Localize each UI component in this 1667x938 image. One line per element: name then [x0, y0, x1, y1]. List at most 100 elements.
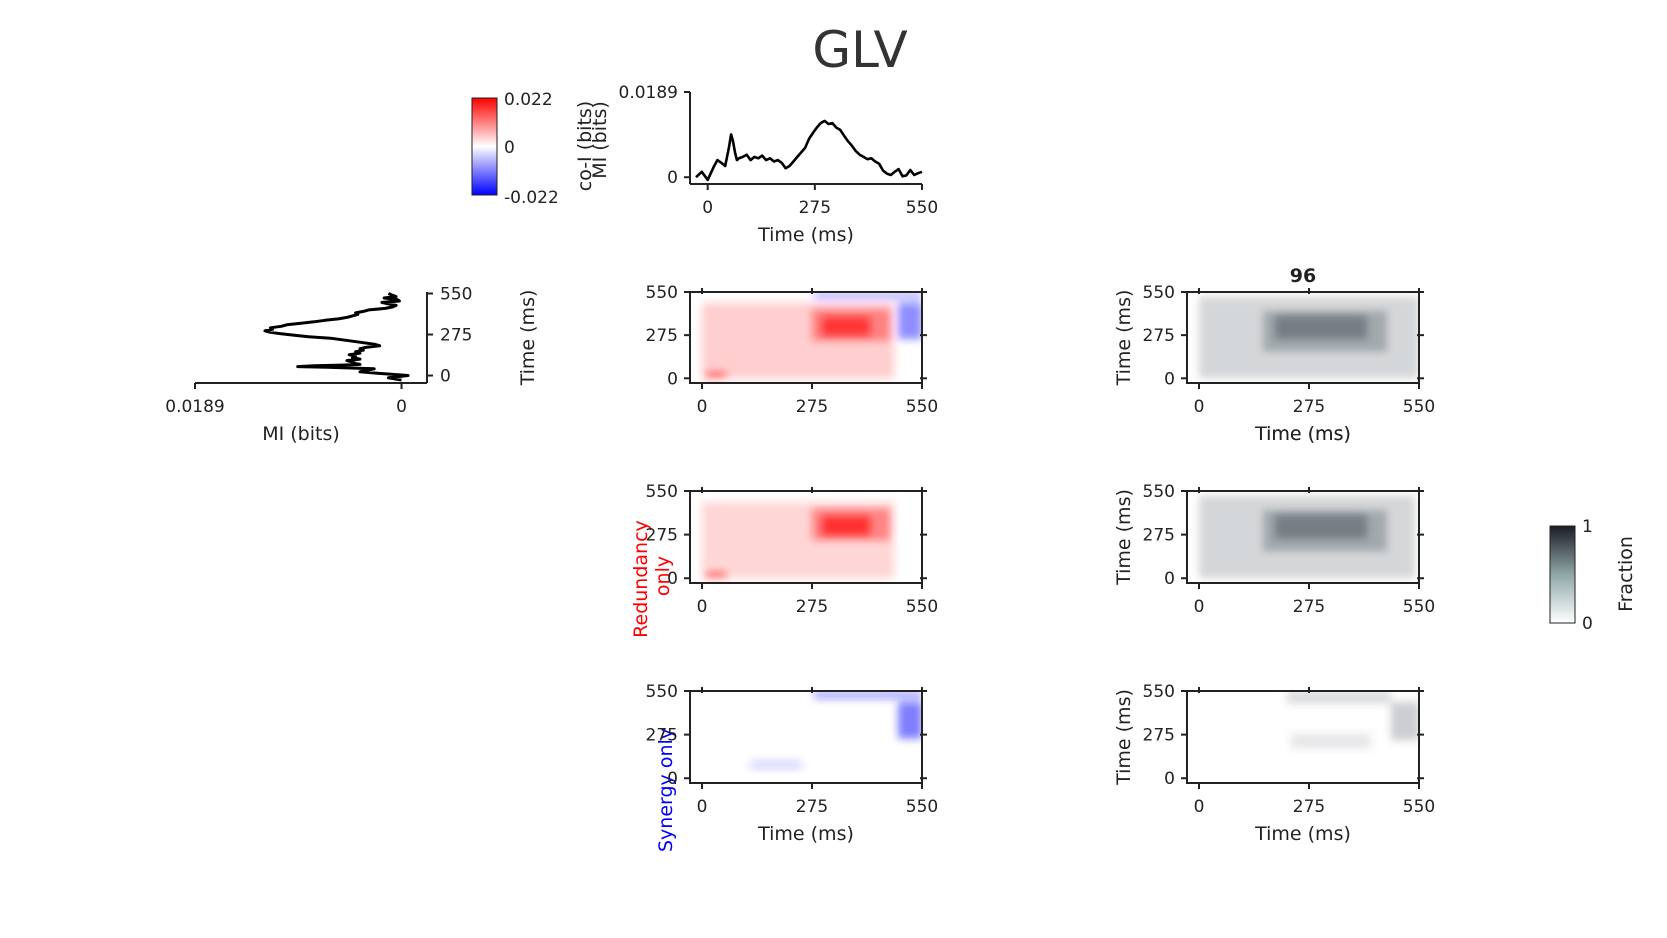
y-tick-label: 0 — [667, 369, 678, 389]
y-tick-label: 0 — [1164, 369, 1175, 389]
axes-frame — [689, 490, 923, 584]
x-axis-label: Time (ms) — [757, 224, 854, 246]
heatmap-region — [1391, 702, 1419, 741]
axes-coi-syn: 0 275 550 550 275 0 Time (ms) — [646, 682, 939, 845]
y-tick-label: 0 — [1164, 769, 1175, 789]
axes-frame — [689, 291, 923, 384]
y-tick-label: 0.0189 — [619, 83, 678, 103]
figure-title: GLV — [812, 21, 907, 79]
coi-colorbar-gradient — [471, 97, 498, 196]
axes-mi-top: 0 275 550 0.0189 0 Time (ms) MI (bits) — [589, 83, 938, 246]
y-tick-label: 0 — [667, 569, 678, 589]
x-tick-label: 0 — [1194, 397, 1205, 417]
axes-frame — [1186, 291, 1420, 384]
y-tick-label: 550 — [646, 682, 678, 702]
y-tick-label: 550 — [440, 284, 472, 304]
y-tick-label: 0 — [667, 769, 678, 789]
y-tick-label: 275 — [646, 526, 678, 546]
x-tick-label: 0 — [697, 397, 708, 417]
x-tick-label: 275 — [1293, 797, 1325, 817]
y-axis-label: Time (ms) — [1113, 290, 1135, 387]
x-tick-label: 550 — [906, 397, 938, 417]
x-tick-label: 275 — [1293, 597, 1325, 617]
y-axis-label: MI (bits) — [589, 101, 611, 179]
y-axis-label: Time (ms) — [1113, 689, 1135, 786]
fraction-colorbar: 1 0 Fraction — [1549, 517, 1637, 634]
x-tick-label: 550 — [1403, 797, 1435, 817]
x-axis-label: Time (ms) — [1254, 823, 1351, 845]
heatmap-cells — [750, 691, 922, 769]
axes-frac-syn: 0 275 550 550 275 0 Time (ms) Time (ms) — [1113, 682, 1435, 845]
heatmap-cells — [1199, 495, 1415, 579]
y-tick-label: 550 — [1143, 482, 1175, 502]
x-tick-label: 0.0189 — [165, 397, 224, 417]
x-tick-label: 0 — [697, 597, 708, 617]
y-tick-label: 275 — [646, 726, 678, 746]
x-tick-label: 550 — [906, 797, 938, 817]
axes-coi-full: 0 275 550 550 275 0 — [646, 283, 939, 417]
y-tick-label: 275 — [1143, 726, 1175, 746]
x-axis-label: Time (ms) — [1254, 423, 1351, 445]
x-tick-label: 550 — [1403, 597, 1435, 617]
redundancy-label-line1: Redundancy — [630, 520, 652, 638]
y-tick-label: 0 — [667, 168, 678, 188]
x-tick-label: 550 — [906, 198, 938, 218]
y-axis-label: Time (ms) — [1113, 489, 1135, 586]
heatmap-region — [706, 571, 726, 579]
x-tick-label: 0 — [702, 198, 713, 218]
x-tick-label: 275 — [796, 397, 828, 417]
x-axis-label: MI (bits) — [262, 423, 340, 445]
heatmap-region — [814, 292, 922, 300]
heatmap-region — [898, 302, 922, 340]
coi-colorbar-max: 0.022 — [504, 90, 553, 110]
axes-frame — [1186, 490, 1420, 584]
fraction-colorbar-min: 0 — [1582, 614, 1593, 634]
coi-colorbar-label: co-I (bits) — [574, 101, 596, 191]
fraction-colorbar-gradient — [1549, 525, 1576, 624]
heatmap-cells — [702, 292, 922, 379]
x-tick-label: 550 — [906, 597, 938, 617]
mi-series-line — [263, 292, 410, 382]
heatmap-cells — [702, 502, 894, 579]
y-tick-label: 550 — [646, 482, 678, 502]
heatmap-region — [1287, 691, 1391, 704]
heatmap-region — [1291, 733, 1371, 749]
heatmap-cells — [1199, 296, 1419, 379]
x-tick-label: 550 — [1403, 397, 1435, 417]
redundancy-label-line2: only — [652, 556, 674, 596]
x-tick-label: 0 — [396, 397, 407, 417]
axes-mi-left: 0.0189 0 550 275 0 MI (bits) Time (ms) — [165, 284, 539, 445]
fraction-colorbar-max: 1 — [1582, 517, 1593, 537]
coi-colorbar: 0.022 0 -0.022 co-I (bits) — [471, 90, 596, 208]
heatmap-cells — [1287, 691, 1419, 749]
y-tick-label: 0 — [1164, 569, 1175, 589]
heatmap-region — [898, 702, 922, 739]
heatmap-region — [822, 516, 870, 536]
coi-colorbar-mid: 0 — [504, 138, 515, 158]
heatmap-region — [822, 317, 870, 336]
x-tick-label: 0 — [1194, 597, 1205, 617]
y-tick-label: 275 — [1143, 326, 1175, 346]
y-tick-label: 0 — [440, 367, 451, 387]
fraction-colorbar-label: Fraction — [1615, 536, 1637, 612]
x-axis-label: Time (ms) — [1254, 423, 1351, 445]
y-tick-label: 275 — [440, 326, 472, 346]
x-tick-label: 275 — [796, 797, 828, 817]
heatmap-region — [814, 691, 922, 699]
synergy-label: Synergy only — [655, 728, 677, 852]
heatmap-region — [1275, 514, 1367, 539]
x-axis-label: Time (ms) — [757, 823, 854, 845]
mi-series-line — [695, 119, 923, 182]
axes-coi-red: 0 275 550 550 275 0 — [646, 482, 939, 617]
x-tick-label: 275 — [799, 198, 831, 218]
axes-frame — [689, 690, 923, 784]
y-tick-label: 275 — [646, 326, 678, 346]
x-tick-label: 275 — [796, 597, 828, 617]
y-tick-label: 550 — [646, 283, 678, 303]
panel-title: 96 — [1290, 265, 1316, 287]
coi-colorbar-min: -0.022 — [504, 188, 559, 208]
heatmap-region — [1275, 315, 1367, 340]
y-tick-label: 550 — [1143, 283, 1175, 303]
